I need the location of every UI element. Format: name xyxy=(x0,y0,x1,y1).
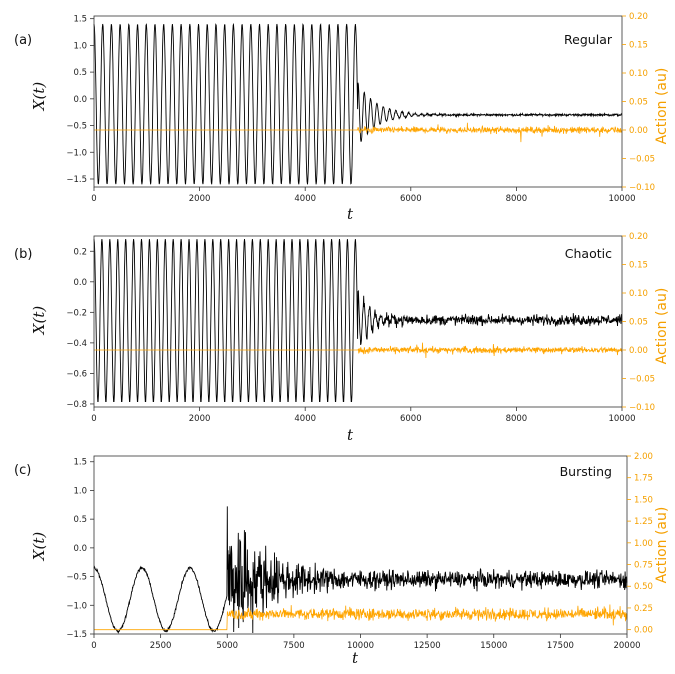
y-right-tick-label: 0.00 xyxy=(634,626,653,636)
y-right-tick-label: −0.10 xyxy=(629,183,655,193)
y-tick-label: −1.0 xyxy=(66,601,87,611)
y-right-tick-label: 0.10 xyxy=(629,289,648,299)
panel-bursting: (c) Bursting t X(t) Action (au) 0 2500 500… xyxy=(14,452,670,667)
x-axis-label: t xyxy=(347,205,354,223)
y-right-tick-label: 0.20 xyxy=(629,232,648,242)
x-tick-label: 6000 xyxy=(400,194,422,204)
y-tick-label: −0.8 xyxy=(66,400,87,410)
panel-label: (a) xyxy=(14,33,32,48)
y-right-axis-label: Action (au) xyxy=(654,288,670,365)
signal-series-line xyxy=(93,22,623,185)
x-tick-label: 20000 xyxy=(613,641,640,651)
y-tick-label: 0.0 xyxy=(73,95,87,105)
x-tick-label: 12500 xyxy=(414,641,441,651)
x-axis-label: t xyxy=(352,649,359,667)
x-tick-label: 2000 xyxy=(189,194,211,204)
x-tick-label: 2500 xyxy=(150,641,172,651)
signal-series-line xyxy=(93,506,628,634)
y-axis-label: X(t) xyxy=(30,82,48,112)
y-right-tick-label: 0.00 xyxy=(629,126,648,136)
y-tick-label: −0.2 xyxy=(66,308,87,318)
y-right-tick-label: 0.50 xyxy=(634,582,653,592)
y-tick-label: −1.5 xyxy=(66,175,87,185)
x-tick-label: 8000 xyxy=(506,414,528,424)
regime-label: Bursting xyxy=(560,464,612,479)
y-tick-label: −0.5 xyxy=(66,122,87,132)
x-tick-label: 10000 xyxy=(608,414,635,424)
y-right-tick-label: 0.25 xyxy=(634,604,653,614)
regime-label: Regular xyxy=(564,32,613,47)
y-tick-label: −0.4 xyxy=(66,339,87,349)
y-tick-label: −1.5 xyxy=(66,630,87,640)
x-tick-label: 2000 xyxy=(189,414,211,424)
y-right-tick-label: 1.75 xyxy=(634,474,653,484)
y-axis-label: X(t) xyxy=(30,306,48,336)
panel-chaotic: (b) Chaotic t X(t) Action (au) 0 2000 4000… xyxy=(14,232,670,444)
x-tick-label: 0 xyxy=(91,641,96,651)
y-tick-label: 1.5 xyxy=(73,15,87,25)
y-right-tick-label: 0.10 xyxy=(629,69,648,79)
y-right-tick-label: 0.15 xyxy=(629,41,648,51)
y-tick-label: 0.2 xyxy=(73,247,87,257)
x-tick-label: 17500 xyxy=(547,641,574,651)
y-tick-label: 0.0 xyxy=(73,544,87,554)
x-tick-label: 0 xyxy=(91,194,96,204)
x-tick-label: 10000 xyxy=(608,194,635,204)
x-tick-label: 15000 xyxy=(480,641,507,651)
x-tick-label: 5000 xyxy=(216,641,238,651)
y-right-tick-label: 0.00 xyxy=(629,346,648,356)
x-axis-label: t xyxy=(347,426,354,444)
y-tick-label: −0.5 xyxy=(66,573,87,583)
panel-label: (b) xyxy=(14,247,32,262)
y-axis-label: X(t) xyxy=(30,532,48,562)
y-right-tick-label: 1.25 xyxy=(634,517,653,527)
panel-label: (c) xyxy=(14,463,31,478)
y-tick-label: 1.0 xyxy=(73,486,87,496)
x-tick-label: 7500 xyxy=(283,641,305,651)
y-right-tick-label: 0.75 xyxy=(634,561,653,571)
y-tick-label: 0.0 xyxy=(73,278,87,288)
action-series-line xyxy=(94,604,628,631)
y-tick-label: −0.6 xyxy=(66,369,87,379)
x-tick-label: 10000 xyxy=(347,641,374,651)
x-tick-label: 0 xyxy=(91,414,96,424)
y-right-tick-label: 1.00 xyxy=(634,539,653,549)
y-right-axis-label: Action (au) xyxy=(654,507,670,584)
y-tick-label: 0.5 xyxy=(73,68,87,78)
y-right-tick-label: 0.15 xyxy=(629,261,648,271)
y-right-tick-label: 0.05 xyxy=(629,98,648,108)
regime-label: Chaotic xyxy=(565,246,612,261)
y-tick-label: 0.5 xyxy=(73,515,87,525)
y-right-tick-label: −0.05 xyxy=(629,375,655,385)
plot-frame xyxy=(93,455,628,635)
y-right-tick-label: 0.05 xyxy=(629,318,648,328)
x-tick-label: 6000 xyxy=(400,414,422,424)
y-right-axis-label: Action (au) xyxy=(654,68,670,145)
y-right-tick-label: 0.20 xyxy=(629,12,648,22)
y-tick-label: −1.0 xyxy=(66,148,87,158)
x-tick-label: 4000 xyxy=(294,414,316,424)
y-right-tick-label: −0.05 xyxy=(629,155,655,165)
x-tick-label: 4000 xyxy=(294,194,316,204)
y-right-tick-label: 2.00 xyxy=(634,452,653,462)
x-tick-label: 8000 xyxy=(506,194,528,204)
y-tick-label: 1.0 xyxy=(73,41,87,51)
action-series-line xyxy=(94,342,623,359)
signal-series-line xyxy=(93,239,623,402)
panel-regular: (a) Regular t X(t) Action (au) 0 2000 4000… xyxy=(14,12,670,223)
y-right-tick-label: −0.10 xyxy=(629,403,655,413)
action-series-line xyxy=(94,122,623,143)
y-right-tick-label: 1.50 xyxy=(634,495,653,505)
y-tick-label: 1.5 xyxy=(73,458,87,468)
